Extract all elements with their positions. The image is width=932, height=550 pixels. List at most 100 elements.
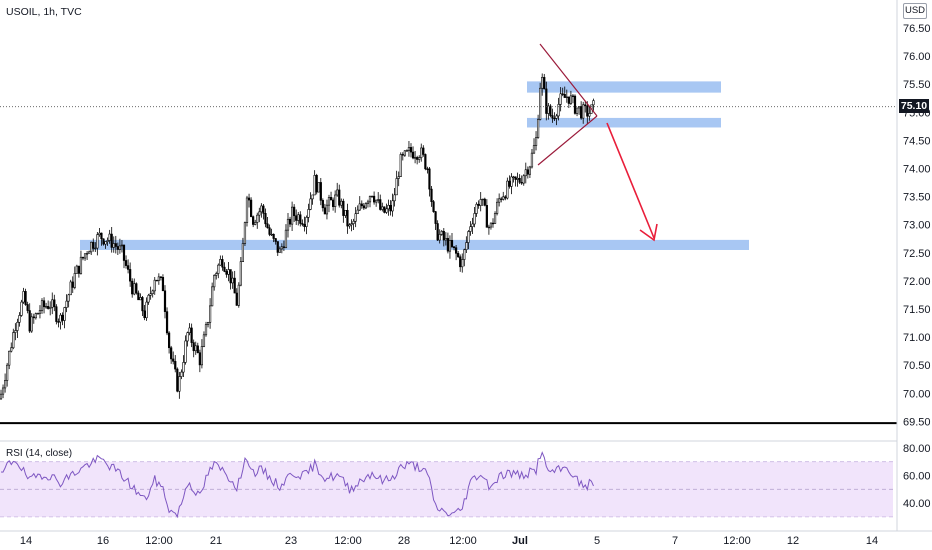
- candle-body: [487, 226, 491, 229]
- candle-body: [196, 345, 199, 353]
- candle: [448, 235, 452, 259]
- candle: [403, 150, 406, 157]
- candle-body: [389, 204, 392, 212]
- candle: [434, 210, 437, 231]
- candle-body: [77, 265, 80, 274]
- candle: [42, 297, 46, 314]
- candle-body: [262, 205, 265, 214]
- candle-body: [336, 189, 339, 196]
- candle-body: [145, 301, 148, 319]
- candle-body: [235, 292, 238, 306]
- candle: [131, 278, 134, 298]
- candle-body: [362, 205, 365, 209]
- candle: [440, 229, 443, 236]
- candle-body: [549, 105, 552, 116]
- candle: [200, 339, 204, 369]
- candle: [104, 241, 107, 249]
- candle-body: [543, 77, 546, 90]
- candle: [139, 293, 142, 301]
- candle: [184, 335, 187, 365]
- candle: [108, 229, 111, 244]
- candle-body: [379, 199, 382, 210]
- candle-body: [231, 277, 234, 284]
- candle: [53, 294, 56, 312]
- candle: [319, 177, 322, 206]
- candle-body: [340, 200, 343, 206]
- candle: [342, 198, 345, 223]
- candle: [551, 108, 554, 123]
- candle-body: [116, 246, 119, 250]
- candle-body: [252, 216, 255, 225]
- projection-arrow-shaft: [606, 122, 655, 239]
- candle-body: [30, 316, 33, 332]
- candle-body: [532, 145, 536, 154]
- candle-body: [16, 321, 19, 331]
- candle: [28, 303, 31, 333]
- candle-body: [131, 280, 134, 295]
- candle: [520, 175, 523, 185]
- candle: [383, 206, 386, 214]
- candle-body: [360, 203, 363, 207]
- candle-body: [170, 347, 173, 360]
- candle-body: [225, 271, 228, 275]
- candle: [500, 196, 503, 203]
- candle: [485, 199, 488, 228]
- candle-body: [539, 87, 542, 120]
- candle: [385, 203, 388, 214]
- candle: [59, 313, 62, 330]
- candle: [411, 146, 415, 160]
- x-tick-label: 21: [210, 535, 222, 547]
- candle: [127, 259, 130, 274]
- candle: [321, 198, 324, 212]
- price-zones: [80, 81, 749, 250]
- candle-body: [582, 104, 585, 119]
- candle-body: [561, 93, 564, 95]
- candle: [178, 371, 181, 399]
- candle-body: [194, 345, 197, 352]
- candle: [432, 199, 435, 213]
- candle: [4, 373, 7, 393]
- candle: [219, 255, 222, 266]
- candle-body: [315, 175, 318, 193]
- candle-body: [297, 214, 300, 221]
- candle: [118, 238, 121, 254]
- candle: [280, 243, 283, 254]
- candle-body: [83, 253, 87, 259]
- candle-body: [127, 265, 130, 270]
- candle: [90, 241, 93, 255]
- candle: [360, 200, 363, 209]
- candle-body: [475, 203, 478, 214]
- candle-body: [186, 332, 189, 342]
- candle-body: [227, 269, 230, 275]
- candle-body: [229, 269, 232, 284]
- candle-body: [221, 259, 224, 268]
- candle: [309, 192, 312, 211]
- candle: [563, 86, 566, 98]
- candle-body: [524, 169, 527, 177]
- candle-body: [329, 197, 333, 201]
- candle-body: [192, 342, 195, 352]
- candle-body: [323, 207, 327, 215]
- candle-body: [14, 330, 17, 333]
- candle: [327, 194, 331, 213]
- candle-body: [356, 209, 359, 214]
- candle-body: [471, 223, 474, 228]
- candle-body: [551, 115, 554, 119]
- rsi-tick-label: 60.00: [903, 471, 931, 483]
- candle: [311, 194, 314, 205]
- candle: [252, 215, 255, 228]
- candle-body: [547, 105, 550, 114]
- candle-body: [321, 200, 324, 209]
- currency-badge[interactable]: USD: [903, 3, 927, 19]
- candle: [352, 218, 355, 231]
- candle-body: [573, 95, 577, 114]
- candle: [299, 211, 302, 227]
- candle: [215, 271, 218, 280]
- candle: [493, 211, 497, 224]
- candle-body: [202, 334, 206, 347]
- candle: [40, 298, 44, 314]
- candle: [245, 195, 249, 227]
- candle: [145, 297, 148, 321]
- candle-body: [327, 197, 331, 206]
